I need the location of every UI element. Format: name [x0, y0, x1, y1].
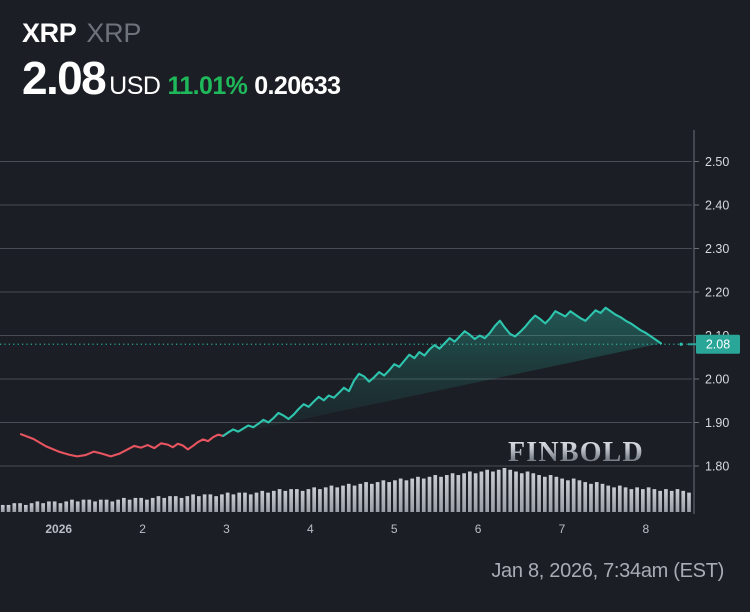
- x-axis-tick-label: 6: [475, 522, 482, 536]
- x-axis-tick-label: 8: [643, 522, 650, 536]
- x-axis-tick-label: 2026: [45, 522, 72, 536]
- current-price-badge-label: 2.08: [706, 338, 730, 352]
- y-axis-group: 2.502.402.302.202.102.001.901.80: [694, 155, 729, 473]
- x-axis-tick-label: 4: [307, 522, 314, 536]
- asset-name: XRP: [86, 18, 142, 48]
- y-axis-tick-label: 1.90: [705, 416, 729, 430]
- y-axis-tick-label: 2.50: [705, 155, 729, 169]
- x-axis-tick-label: 2: [139, 522, 146, 536]
- volume-bars-group: [0, 468, 691, 512]
- last-price: 2.08: [22, 52, 107, 104]
- price-chart-svg[interactable]: 2.502.402.302.202.102.001.901.80 2026234…: [0, 130, 750, 542]
- currency-label: USD: [109, 72, 161, 100]
- timestamp-label: Jan 8, 2026, 7:34am (EST): [491, 560, 724, 582]
- instrument-header: XRP XRP 2.08 USD 11.01% 0.20633: [22, 18, 341, 104]
- price-area-fill: [223, 307, 661, 436]
- y-axis-tick-label: 2.40: [705, 199, 729, 213]
- symbol-row: XRP XRP: [22, 18, 340, 49]
- change-percent: 11.01%: [167, 72, 248, 100]
- price-row: 2.08 USD 11.01% 0.20633: [22, 52, 341, 104]
- gridlines-group: [0, 130, 695, 514]
- y-axis-tick-label: 2.20: [705, 286, 729, 300]
- x-axis-tick-label: 7: [559, 522, 566, 536]
- x-axis-tick-label: 5: [391, 522, 398, 536]
- x-axis-group: 2026 2 3 4 5 6 7 8: [45, 522, 649, 536]
- price-line: [19, 306, 683, 458]
- ticker-symbol: XRP: [22, 18, 77, 48]
- y-axis-tick-label: 1.80: [705, 459, 729, 473]
- y-axis-tick-label: 2.00: [705, 372, 729, 386]
- x-axis-tick-label: 3: [223, 522, 230, 536]
- current-price-badge: 2.08: [688, 334, 740, 354]
- change-absolute: 0.20633: [254, 72, 341, 100]
- chart-area[interactable]: 2.502.402.302.202.102.001.901.80 2026234…: [0, 130, 750, 542]
- y-axis-tick-label: 2.30: [705, 242, 729, 256]
